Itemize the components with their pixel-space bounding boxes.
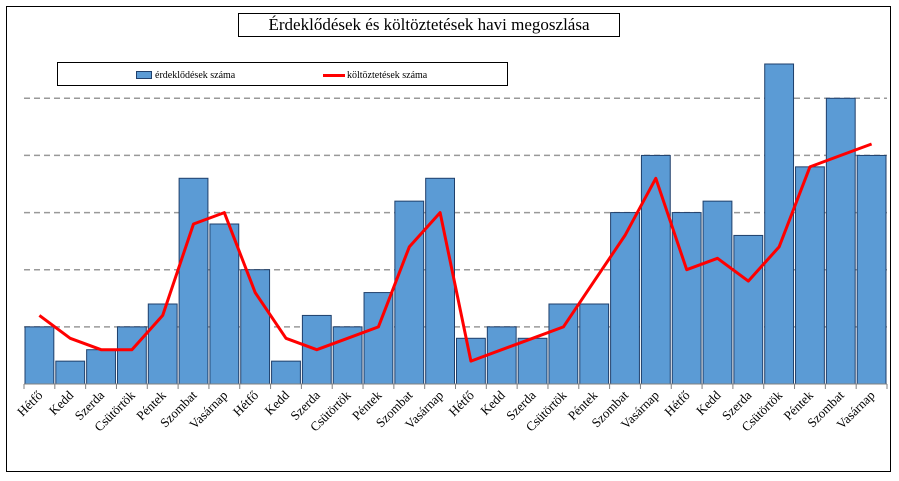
bar-17 — [548, 303, 579, 385]
x-tick-label-21: Hétfő — [661, 388, 693, 420]
bar-0 — [24, 326, 55, 385]
bar-23 — [733, 234, 764, 385]
legend-item-moves: költöztetések száma — [323, 69, 427, 81]
chart-legend: érdeklődések száma költöztetések száma — [57, 62, 508, 86]
bar-8 — [271, 360, 301, 385]
bar-11 — [363, 292, 394, 385]
bar-18 — [579, 303, 610, 385]
bar-6 — [209, 223, 240, 385]
x-tick-label-14: Hétfő — [445, 388, 477, 420]
bar-12 — [394, 200, 425, 385]
bar-10 — [332, 326, 363, 385]
legend-item-inquiries: érdeklődések száma — [136, 69, 235, 81]
bar-26 — [825, 97, 856, 385]
bar-7 — [240, 269, 271, 385]
bar-5 — [178, 177, 209, 385]
legend-swatch-line — [323, 73, 345, 77]
bar-20 — [640, 154, 671, 385]
bar-15 — [486, 326, 517, 385]
bar-25 — [795, 166, 825, 385]
chart-title: Érdeklődések és költöztetések havi megos… — [238, 13, 620, 37]
bar-19 — [610, 212, 640, 385]
x-tick-label-7: Hétfő — [230, 388, 262, 420]
moves-line — [38, 142, 873, 363]
legend-label-moves: költöztetések száma — [347, 69, 428, 81]
bar-13 — [425, 177, 455, 385]
bar-2 — [86, 349, 116, 385]
legend-swatch-bar — [136, 71, 152, 79]
bar-16 — [517, 337, 548, 385]
bar-22 — [702, 200, 733, 385]
legend-label-inquiries: érdeklődések száma — [155, 69, 236, 81]
bar-3 — [116, 326, 147, 385]
x-tick-label-0: Hétfő — [14, 388, 46, 420]
bar-1 — [55, 360, 86, 385]
bar-27 — [856, 154, 887, 385]
